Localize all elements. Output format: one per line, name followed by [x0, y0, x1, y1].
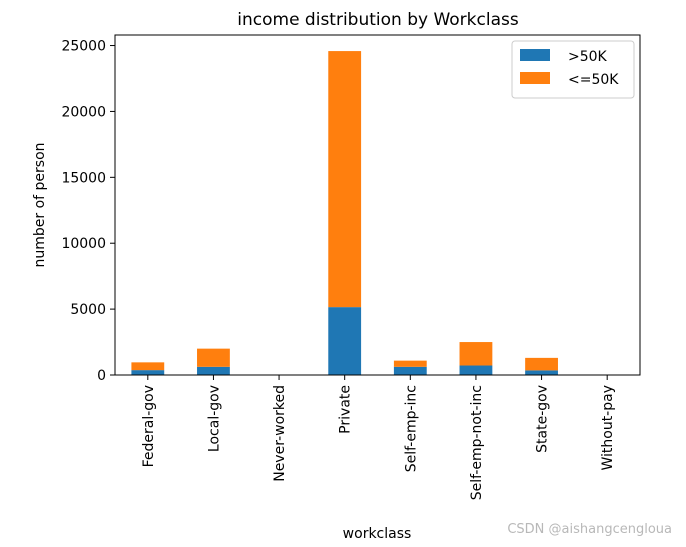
x-tick-label-5: Self-emp-not-inc: [469, 385, 485, 500]
bars-group: [131, 51, 624, 375]
bar-gt50k-3: [328, 307, 362, 375]
y-tick-label-1: 5000: [70, 302, 106, 318]
bar-le50k-6: [525, 357, 558, 371]
plot-frame: [114, 34, 641, 376]
x-tick-label-0: Federal-gov: [141, 385, 157, 467]
bar-le50k-0: [131, 362, 165, 371]
x-axis-label: workclass: [343, 526, 412, 542]
legend-swatch-0: [520, 49, 550, 61]
y-tick-label-2: 10000: [61, 236, 106, 252]
x-tick-label-7: Without-pay: [600, 385, 616, 471]
bar-gt50k-5: [459, 365, 493, 375]
x-tick-label-1: Local-gov: [206, 385, 222, 452]
legend-swatch-1: [520, 72, 550, 84]
x-tick-label-3: Private: [338, 385, 354, 434]
bar-gt50k-0: [131, 370, 165, 375]
bar-gt50k-4: [393, 366, 427, 375]
y-axis: 0 5000 10000 15000 20000 25000: [61, 39, 115, 384]
bar-le50k-4: [393, 360, 427, 367]
watermark: CSDN @aishangcengloua: [507, 522, 672, 537]
y-tick-label-5: 25000: [61, 39, 106, 55]
bar-le50k-5: [459, 342, 493, 366]
legend-label-1: <=50K: [568, 72, 619, 88]
bar-gt50k-1: [197, 366, 230, 375]
bar-gt50k-6: [525, 370, 558, 375]
bar-le50k-1: [197, 348, 230, 367]
y-tick-label-4: 20000: [61, 104, 106, 120]
y-tick-label-3: 15000: [61, 170, 106, 186]
x-axis: Federal-gov Local-gov Never-worked Private S…: [141, 375, 616, 500]
y-axis-label: number of person: [32, 142, 48, 267]
x-tick-label-2: Never-worked: [272, 385, 288, 482]
y-tick-label-0: 0: [97, 368, 106, 384]
legend: >50K <=50K: [511, 40, 635, 99]
bar-le50k-3: [328, 51, 362, 308]
chart-title: income distribution by Workclass: [237, 10, 519, 30]
legend-label-0: >50K: [568, 49, 608, 65]
x-tick-label-4: Self-emp-inc: [403, 385, 419, 472]
x-tick-label-6: State-gov: [535, 385, 551, 453]
